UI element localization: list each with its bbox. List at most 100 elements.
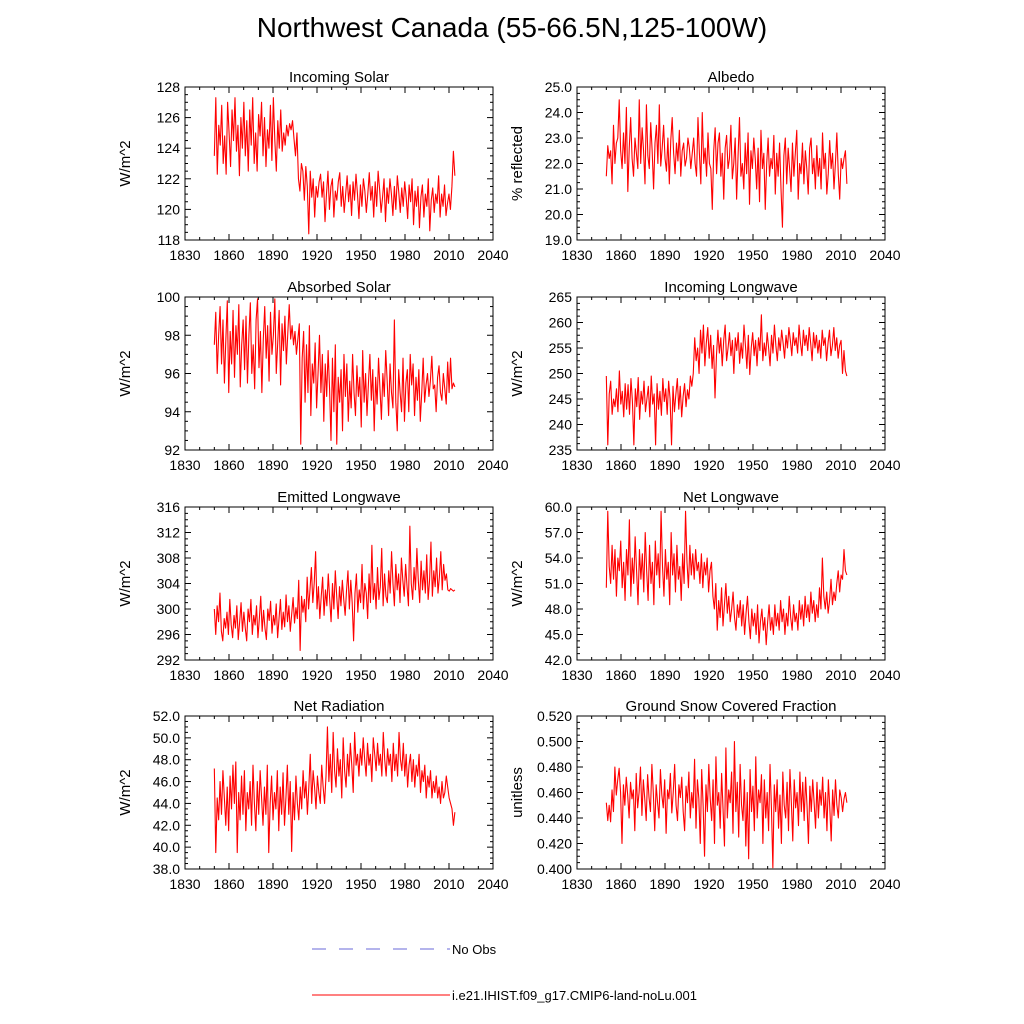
x-tick-label: 2040: [477, 876, 508, 892]
y-tick-label: 308: [157, 550, 181, 566]
x-tick-label: 1830: [561, 667, 592, 683]
y-tick-label: 265: [549, 289, 573, 305]
x-tick-label: 2010: [433, 247, 464, 263]
y-tick-label: 57.0: [545, 525, 572, 541]
x-tick-label: 1920: [301, 667, 332, 683]
y-tick-label: 296: [157, 627, 181, 643]
y-tick-label: 44.0: [153, 795, 180, 811]
x-tick-label: 2040: [869, 667, 900, 683]
x-tick-label: 1950: [737, 667, 768, 683]
x-tick-label: 1980: [781, 247, 812, 263]
x-tick-label: 2010: [825, 247, 856, 263]
y-tick-label: 124: [157, 140, 181, 156]
y-axis-label: % reflected: [509, 126, 526, 201]
y-tick-label: 22.0: [545, 156, 572, 172]
chart-panel-0: Incoming Solar 1830 1860 1890 1920 1950 1980 20…: [117, 69, 509, 263]
x-tick-label: 1950: [345, 876, 376, 892]
chart-panel-5: Net Longwave 1830 1860 1890 1920 1950 1980 2010…: [509, 489, 901, 683]
y-tick-label: 0.400: [537, 861, 572, 877]
y-tick-label: 40.0: [153, 839, 180, 855]
y-axis-label: W/m^2: [117, 350, 134, 396]
panel-title: Net Radiation: [294, 698, 385, 715]
y-tick-label: 118: [158, 232, 181, 248]
x-tick-label: 1890: [649, 247, 680, 263]
y-tick-label: 23.0: [545, 130, 572, 146]
y-tick-label: 46.0: [153, 774, 180, 790]
y-tick-label: 128: [157, 79, 181, 95]
y-tick-label: 48.0: [545, 601, 572, 617]
legend-label-model: i.e21.IHIST.f09_g17.CMIP6-land-noLu.001: [452, 988, 697, 1003]
legend: No Obs i.e21.IHIST.f09_g17.CMIP6-land-no…: [312, 942, 697, 1003]
y-tick-label: 96: [164, 366, 180, 382]
y-tick-label: 21.0: [545, 181, 572, 197]
x-tick-label: 1920: [301, 247, 332, 263]
y-tick-label: 24.0: [545, 105, 572, 121]
x-tick-label: 1950: [345, 667, 376, 683]
x-tick-label: 2010: [433, 876, 464, 892]
y-tick-label: 0.420: [537, 836, 572, 852]
y-tick-label: 0.480: [537, 759, 572, 775]
x-tick-label: 1890: [649, 876, 680, 892]
x-tick-label: 1830: [561, 247, 592, 263]
y-tick-label: 304: [157, 576, 181, 592]
x-tick-label: 1980: [781, 876, 812, 892]
x-tick-label: 1890: [257, 457, 288, 473]
x-tick-label: 2010: [825, 876, 856, 892]
y-tick-label: 255: [549, 340, 573, 356]
x-tick-label: 2040: [869, 247, 900, 263]
x-tick-label: 1860: [213, 247, 244, 263]
y-tick-label: 0.440: [537, 810, 572, 826]
x-tick-label: 2010: [433, 457, 464, 473]
series-line: [213, 726, 456, 854]
chart-panels: Incoming Solar 1830 1860 1890 1920 1950 1980 20…: [117, 69, 901, 892]
y-tick-label: 42.0: [153, 817, 180, 833]
y-axis-label: W/m^2: [509, 350, 526, 396]
legend-label-no-obs: No Obs: [452, 942, 497, 957]
y-tick-label: 52.0: [153, 708, 180, 724]
x-tick-label: 1860: [213, 667, 244, 683]
chart-panel-4: Emitted Longwave 1830 1860 1890 1920 1950 1980…: [117, 489, 509, 683]
x-tick-label: 1830: [169, 876, 200, 892]
panel-title: Ground Snow Covered Fraction: [626, 698, 837, 715]
x-tick-label: 2040: [869, 457, 900, 473]
chart-panel-3: Incoming Longwave 1830 1860 1890 1920 1950 198…: [509, 279, 901, 473]
series-line: [605, 314, 848, 446]
y-axis-label: W/m^2: [117, 769, 134, 815]
x-tick-label: 1950: [345, 247, 376, 263]
y-tick-label: 312: [157, 525, 181, 541]
x-tick-label: 1890: [649, 457, 680, 473]
panel-title: Net Longwave: [683, 489, 779, 506]
y-tick-label: 92: [164, 442, 180, 458]
y-axis-label: W/m^2: [509, 560, 526, 606]
y-tick-label: 42.0: [545, 652, 572, 668]
x-tick-label: 2040: [477, 457, 508, 473]
y-tick-label: 0.460: [537, 785, 572, 801]
series-line: [213, 525, 456, 651]
plot-frame: [576, 86, 886, 241]
x-tick-label: 1830: [169, 247, 200, 263]
panel-title: Absorbed Solar: [287, 279, 390, 296]
x-tick-label: 1860: [213, 876, 244, 892]
series-line: [605, 740, 848, 869]
y-tick-label: 19.0: [545, 232, 572, 248]
panel-title: Albedo: [708, 69, 755, 86]
figure-title: Northwest Canada (55-66.5N,125-100W): [256, 12, 768, 43]
y-tick-label: 45.0: [545, 627, 572, 643]
y-tick-label: 240: [549, 417, 573, 433]
chart-panel-7: Ground Snow Covered Fraction 1830 1860 1890…: [509, 698, 901, 892]
x-tick-label: 1860: [605, 876, 636, 892]
x-tick-label: 1860: [605, 667, 636, 683]
x-tick-label: 1980: [389, 876, 420, 892]
x-tick-label: 1860: [605, 457, 636, 473]
x-tick-label: 1920: [693, 667, 724, 683]
y-tick-label: 120: [157, 201, 181, 217]
y-axis-label: W/m^2: [117, 560, 134, 606]
chart-panel-6: Net Radiation 1830 1860 1890 1920 1950 1980 201…: [117, 698, 509, 892]
x-tick-label: 1920: [693, 247, 724, 263]
y-tick-label: 51.0: [545, 576, 572, 592]
x-tick-label: 1830: [169, 667, 200, 683]
y-tick-label: 98: [164, 327, 180, 343]
series-line: [605, 99, 848, 228]
y-tick-label: 122: [157, 171, 181, 187]
x-tick-label: 1980: [781, 457, 812, 473]
